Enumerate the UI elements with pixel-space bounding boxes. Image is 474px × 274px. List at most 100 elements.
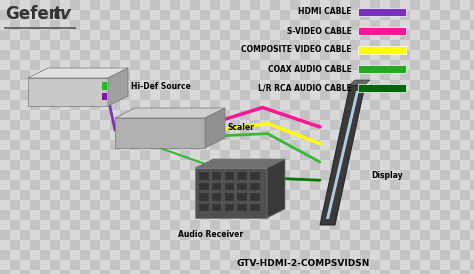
- Bar: [60, 140, 70, 150]
- Bar: [60, 180, 70, 190]
- Bar: [460, 130, 470, 140]
- Bar: [380, 230, 390, 240]
- Bar: [199, 182, 209, 190]
- Bar: [210, 180, 220, 190]
- Bar: [340, 130, 350, 140]
- Bar: [60, 20, 70, 30]
- Bar: [212, 182, 221, 190]
- Bar: [210, 120, 220, 130]
- Bar: [410, 220, 420, 230]
- Bar: [90, 140, 100, 150]
- Bar: [200, 120, 210, 130]
- Bar: [260, 190, 270, 200]
- Bar: [270, 50, 280, 60]
- Bar: [270, 20, 280, 30]
- Bar: [230, 150, 240, 160]
- Bar: [110, 50, 120, 60]
- Bar: [460, 170, 470, 180]
- Bar: [100, 240, 110, 250]
- Bar: [360, 60, 370, 70]
- Bar: [420, 230, 430, 240]
- Bar: [400, 40, 410, 50]
- Bar: [20, 110, 30, 120]
- Bar: [110, 80, 120, 90]
- Text: Audio Receiver: Audio Receiver: [178, 230, 244, 239]
- Bar: [120, 120, 130, 130]
- Bar: [270, 60, 280, 70]
- Bar: [330, 220, 340, 230]
- Bar: [450, 10, 460, 20]
- Bar: [440, 190, 450, 200]
- Bar: [140, 110, 150, 120]
- Bar: [460, 0, 470, 10]
- Bar: [190, 80, 200, 90]
- Bar: [350, 240, 360, 250]
- Bar: [360, 110, 370, 120]
- Bar: [0, 250, 10, 260]
- Bar: [70, 20, 80, 30]
- Bar: [460, 40, 470, 50]
- Bar: [290, 220, 300, 230]
- Bar: [310, 200, 320, 210]
- Bar: [470, 210, 474, 220]
- FancyBboxPatch shape: [358, 46, 406, 54]
- Bar: [340, 90, 350, 100]
- Bar: [140, 220, 150, 230]
- Bar: [30, 170, 40, 180]
- Bar: [390, 80, 400, 90]
- Bar: [180, 70, 190, 80]
- Bar: [40, 110, 50, 120]
- Bar: [310, 50, 320, 60]
- Bar: [470, 90, 474, 100]
- Bar: [460, 70, 470, 80]
- Bar: [400, 110, 410, 120]
- Bar: [310, 170, 320, 180]
- Bar: [160, 180, 170, 190]
- Bar: [400, 240, 410, 250]
- Bar: [30, 50, 40, 60]
- Bar: [130, 180, 140, 190]
- Bar: [150, 220, 160, 230]
- Bar: [430, 100, 440, 110]
- Bar: [0, 180, 10, 190]
- Bar: [120, 150, 130, 160]
- Bar: [130, 0, 140, 10]
- Bar: [199, 204, 209, 211]
- Bar: [380, 100, 390, 110]
- Bar: [50, 130, 60, 140]
- Bar: [450, 50, 460, 60]
- Bar: [180, 100, 190, 110]
- Bar: [460, 180, 470, 190]
- Bar: [450, 0, 460, 10]
- Bar: [70, 200, 80, 210]
- Bar: [210, 220, 220, 230]
- Bar: [230, 220, 240, 230]
- Bar: [20, 160, 30, 170]
- Bar: [260, 90, 270, 100]
- Bar: [210, 0, 220, 10]
- Bar: [150, 210, 160, 220]
- Bar: [290, 120, 300, 130]
- Bar: [40, 140, 50, 150]
- Bar: [460, 60, 470, 70]
- Bar: [310, 210, 320, 220]
- Bar: [20, 80, 30, 90]
- Bar: [0, 200, 10, 210]
- Bar: [470, 240, 474, 250]
- Bar: [20, 230, 30, 240]
- Bar: [440, 60, 450, 70]
- Bar: [130, 200, 140, 210]
- Bar: [240, 80, 250, 90]
- Bar: [320, 140, 330, 150]
- Bar: [410, 250, 420, 260]
- Bar: [0, 160, 10, 170]
- Bar: [420, 130, 430, 140]
- Bar: [80, 140, 90, 150]
- Bar: [220, 120, 230, 130]
- Bar: [237, 193, 247, 201]
- Bar: [170, 110, 180, 120]
- Bar: [10, 140, 20, 150]
- Bar: [300, 90, 310, 100]
- Bar: [290, 70, 300, 80]
- Bar: [90, 240, 100, 250]
